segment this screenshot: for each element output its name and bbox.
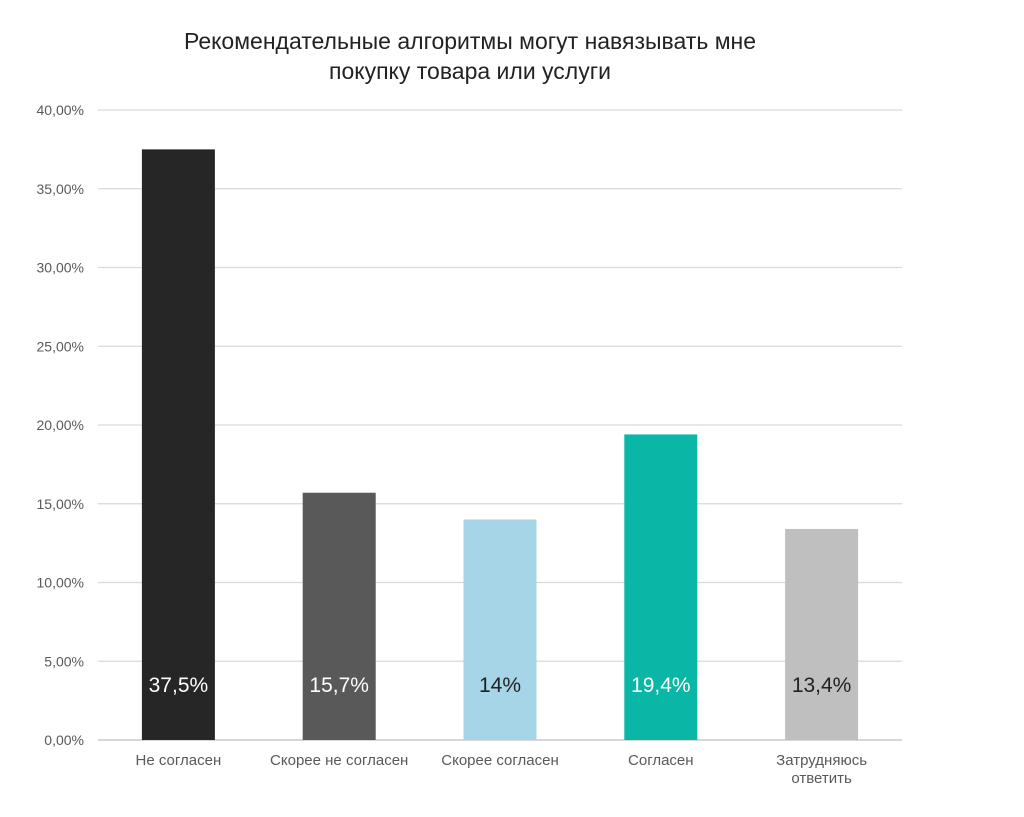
x-tick-label: Согласен (628, 752, 694, 769)
bar (624, 434, 698, 740)
data-label: 19,4% (631, 674, 691, 697)
data-labels: 37,5% 15,7% 14% 19,4% 13,4% (149, 674, 852, 697)
y-tick-label: 20,00% (37, 417, 84, 433)
y-tick-label: 15,00% (37, 496, 84, 512)
bar (302, 492, 376, 740)
x-tick-label: Не согласен (136, 752, 222, 769)
x-tick-label: Скорее не согласен (270, 752, 408, 769)
y-axis-tick-labels: 0,00% 5,00% 10,00% 15,00% 20,00% 25,00% 30,00%… (37, 102, 84, 748)
y-tick-label: 30,00% (37, 260, 84, 276)
x-tick-label: Затрудняюсь (776, 752, 867, 769)
chart-title-line-2: покупку товара или услуги (329, 58, 611, 84)
y-tick-label: 40,00% (37, 102, 84, 118)
data-label: 37,5% (149, 674, 209, 697)
bar (141, 149, 215, 740)
data-label: 15,7% (309, 674, 369, 697)
y-tick-label: 35,00% (37, 181, 84, 197)
chart-title-line-1: Рекомендательные алгоритмы могут навязыв… (183, 28, 757, 54)
y-tick-label: 10,00% (37, 575, 84, 591)
y-tick-label: 25,00% (37, 338, 84, 354)
chart-title: Рекомендательные алгоритмы могут навязыв… (120, 26, 820, 86)
x-tick-label: ответить (791, 770, 852, 787)
bar (463, 519, 537, 740)
x-tick-label: Скорее согласен (441, 752, 558, 769)
bars (141, 149, 859, 740)
x-axis-category-labels: Не согласен Скорее не согласен Скорее согл… (136, 752, 868, 787)
data-label: 13,4% (792, 674, 852, 697)
y-tick-label: 5,00% (44, 653, 84, 669)
bar (785, 528, 859, 740)
data-label: 14% (479, 674, 521, 697)
y-tick-label: 0,00% (44, 732, 84, 748)
